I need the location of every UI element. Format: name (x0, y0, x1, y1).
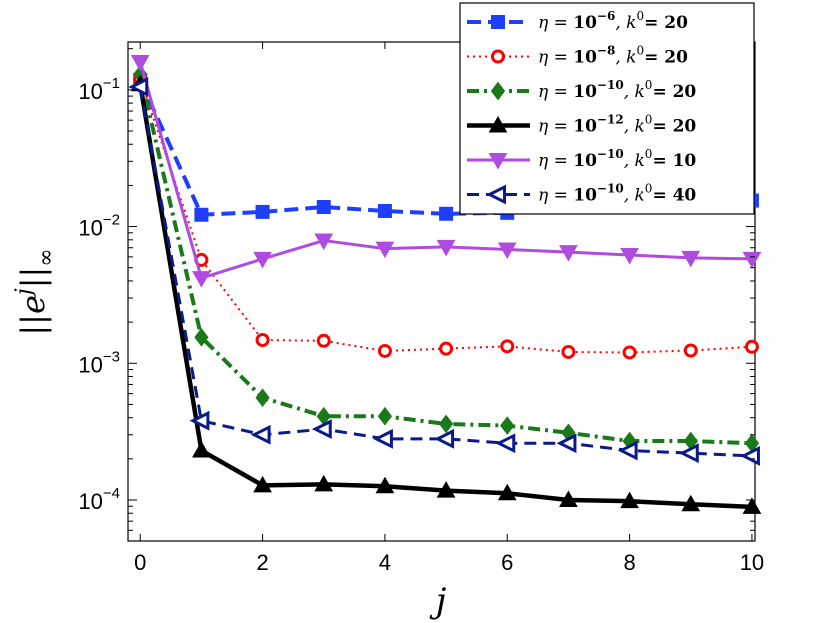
data-point (622, 345, 637, 360)
data-point (253, 251, 272, 269)
legend-item: η = 10−10, k0= 20 (467, 78, 696, 102)
x-axis: 0 2 4 6 8 10 (134, 42, 764, 575)
y-axis: 10−1 10−2 10−3 10−4 (78, 48, 755, 531)
data-point (683, 343, 698, 358)
legend-label: η = 10−6, k0= 20 (538, 9, 688, 33)
data-point (438, 414, 454, 434)
legend-item: η = 10−10, k0= 10 (467, 147, 696, 171)
x-tick-label: 8 (623, 550, 635, 575)
data-point (436, 239, 456, 257)
data-point (255, 388, 270, 408)
data-point (314, 474, 334, 492)
y-axis-label: ||ej||∞ (12, 248, 59, 335)
data-point (377, 203, 392, 218)
data-point (130, 54, 150, 72)
legend-label: η = 10−10, k0= 20 (538, 78, 696, 102)
data-point (742, 251, 762, 269)
data-point (192, 441, 211, 458)
legend-item: η = 10−12, k0= 20 (467, 113, 696, 137)
data-point (620, 491, 639, 509)
data-point (740, 446, 760, 466)
data-point (316, 200, 331, 215)
data-point (556, 433, 577, 454)
data-point (192, 271, 211, 288)
data-point (250, 424, 271, 445)
data-point (128, 77, 149, 97)
data-point (495, 433, 516, 454)
data-point (620, 247, 639, 265)
data-point (488, 115, 508, 133)
data-point (194, 327, 209, 347)
data-point (253, 475, 272, 493)
legend-item: η = 10−6, k0= 20 (467, 9, 688, 33)
data-point (497, 483, 517, 501)
data-point (486, 184, 506, 205)
data-point (255, 204, 270, 219)
x-axis-label: j (429, 581, 447, 621)
y-tick-label: 10−4 (78, 485, 120, 514)
data-point (559, 490, 578, 507)
data-point (681, 494, 701, 512)
legend-item: η = 10−10, k0= 40 (467, 182, 696, 206)
x-tick-label: 2 (256, 550, 268, 575)
data-point (744, 339, 759, 354)
legend-box (459, 2, 755, 215)
data-point (375, 241, 395, 259)
legend: η = 10−6, k0= 20 η = 10−8, k0= 20 η = 10−1… (459, 2, 755, 215)
x-tick-label: 6 (501, 550, 513, 575)
y-tick-label: 10−3 (78, 348, 120, 377)
data-point (500, 416, 515, 435)
data-point (375, 476, 395, 494)
data-point (377, 406, 393, 426)
data-point (681, 250, 701, 268)
data-point (500, 339, 515, 354)
data-point (373, 428, 393, 449)
data-point (377, 343, 392, 358)
data-point (678, 443, 699, 464)
data-point (434, 428, 455, 449)
data-point (488, 153, 508, 170)
data-point (439, 206, 454, 221)
data-point (194, 207, 209, 222)
data-point (561, 344, 576, 359)
data-point (311, 419, 332, 440)
data-point (617, 440, 638, 461)
data-point (497, 242, 517, 259)
data-point (491, 49, 505, 64)
legend-label: η = 10−12, k0= 20 (538, 113, 696, 137)
legend-item: η = 10−8, k0= 20 (467, 44, 688, 68)
data-point (189, 410, 210, 431)
series-6 (128, 77, 760, 466)
data-point (436, 481, 456, 498)
y-tick-label: 10−2 (78, 212, 120, 241)
series-line (138, 86, 753, 458)
legend-label: η = 10−8, k0= 20 (538, 44, 688, 68)
data-point (491, 15, 505, 29)
series-line (139, 78, 753, 354)
data-point (559, 245, 578, 262)
x-tick-label: 0 (134, 550, 146, 575)
data-point (314, 233, 334, 251)
data-point (255, 332, 270, 347)
legend-label: η = 10−10, k0= 10 (538, 147, 696, 171)
data-point (439, 341, 454, 356)
data-point (316, 333, 331, 348)
series-5 (130, 54, 762, 288)
x-tick-label: 10 (740, 550, 764, 575)
legend-label: η = 10−10, k0= 40 (538, 182, 696, 206)
data-point (490, 81, 506, 101)
y-tick-label: 10−1 (78, 75, 120, 104)
x-tick-label: 4 (379, 550, 391, 575)
y-axis-label-text: ||ej||∞ (12, 248, 59, 335)
